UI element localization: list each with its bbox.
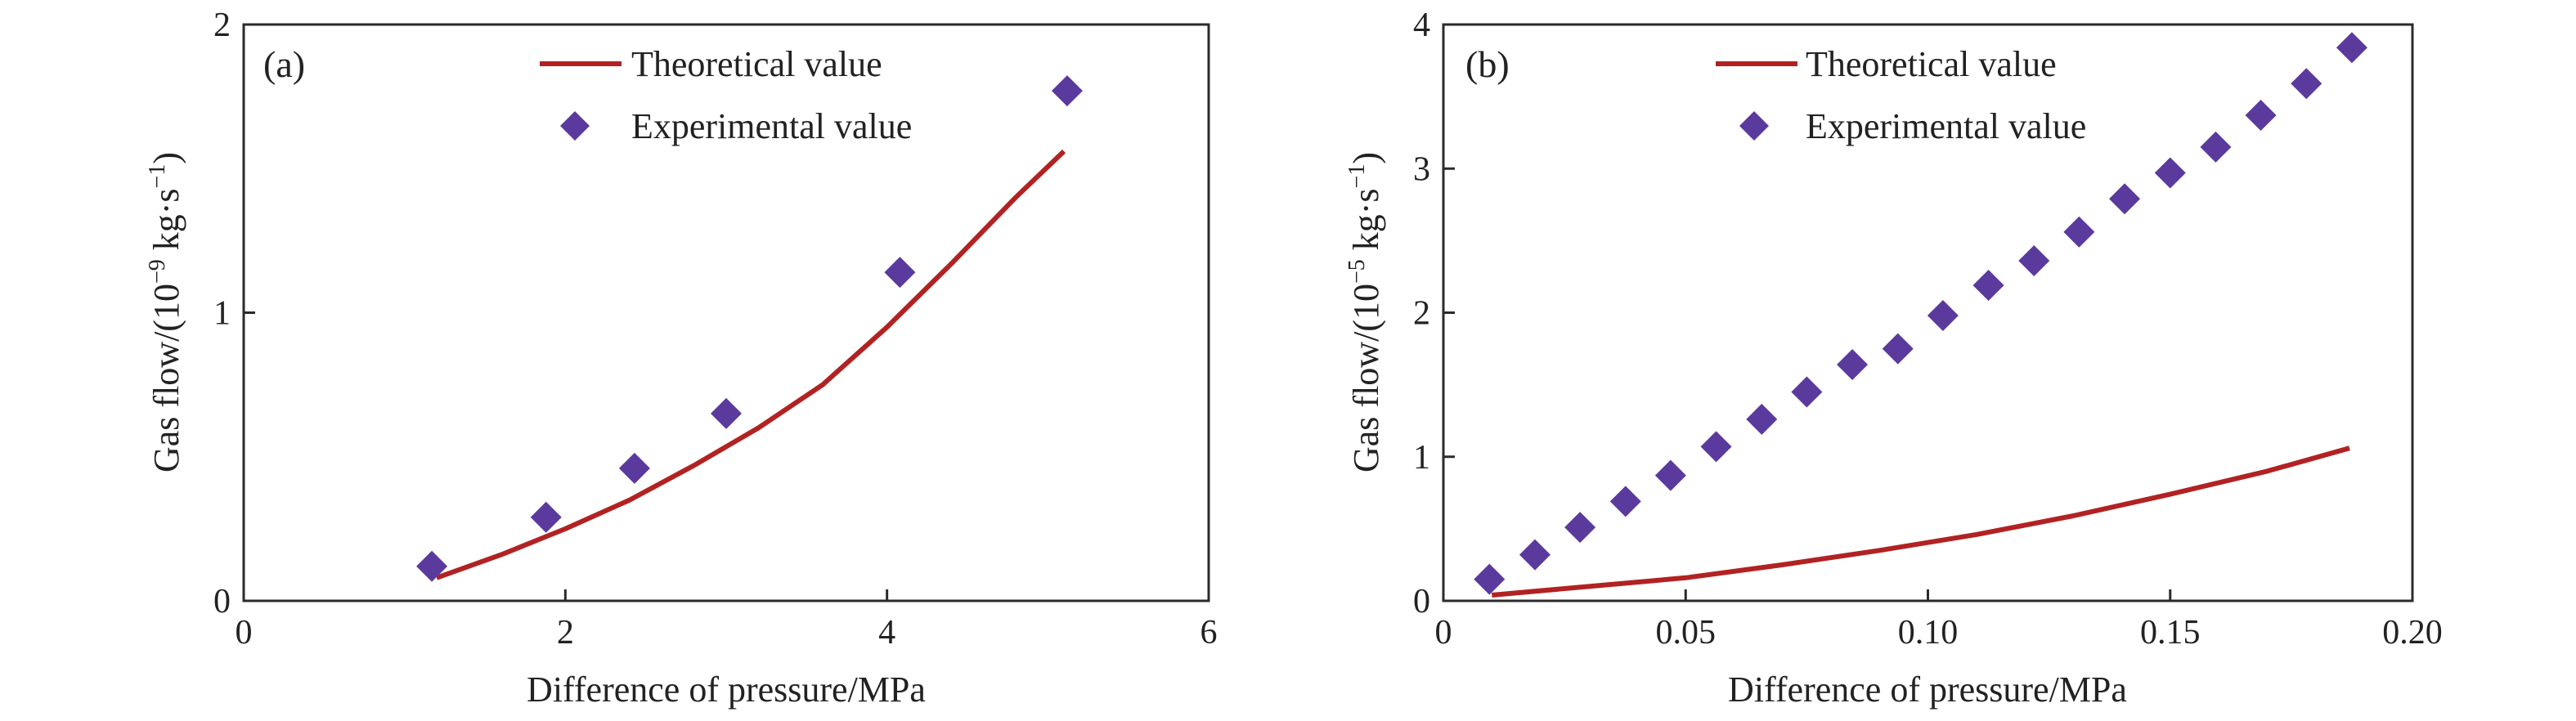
experimental-point — [2200, 131, 2232, 163]
y-tick-label: 1 — [213, 295, 231, 333]
experimental-point — [2154, 157, 2186, 189]
experimental-point — [1051, 75, 1083, 107]
tick-label-group: 0 2 4 6 0 1 2 — [213, 7, 1218, 652]
tick-group — [242, 23, 1210, 602]
legend-diamond-swatch — [1739, 111, 1769, 141]
y-title-unit-exponent: −1 — [145, 164, 170, 189]
chart-panel-a: 0 2 4 6 0 1 2 (a) Theoretical value Experiment… — [145, 7, 1218, 710]
experimental-point — [2109, 183, 2141, 215]
experimental-point — [1972, 270, 2004, 302]
experimental-point — [1519, 539, 1551, 571]
chart-panel-b: 0 0.05 0.10 0.15 0.20 0 1 2 3 4 (b) Theoretical v… — [1344, 7, 2443, 710]
x-tick-label: 0 — [236, 614, 253, 652]
x-tick-label: 4 — [878, 614, 895, 652]
experimental-point — [1791, 376, 1823, 408]
tick-label-group: 0 0.05 0.10 0.15 0.20 0 1 2 3 4 — [1413, 7, 2443, 652]
y-tick-label: 2 — [1413, 295, 1430, 333]
experimental-point — [1927, 300, 1959, 332]
y-title-unit: kg·s — [1346, 188, 1386, 259]
experimental-point — [1609, 486, 1641, 517]
experimental-point — [618, 452, 650, 484]
y-title-main: Gas flow/(10 — [1346, 284, 1386, 472]
y-title-close: ) — [1346, 152, 1386, 164]
x-tick-label: 0.05 — [1656, 614, 1717, 652]
experimental-point — [1700, 431, 1732, 463]
y-tick-label: 3 — [1413, 150, 1430, 188]
series-layer — [1474, 32, 2367, 598]
experimental-point — [530, 501, 562, 533]
y-title-exponent: −5 — [1344, 259, 1370, 284]
y-tick-label: 0 — [1413, 583, 1430, 620]
tick-group — [1442, 23, 2414, 602]
x-tick-label: 2 — [557, 614, 574, 652]
theoretical-line — [435, 149, 1066, 580]
experimental-point — [2063, 216, 2095, 248]
y-title-unit: kg·s — [146, 188, 186, 259]
y-tick-label: 2 — [213, 7, 231, 44]
panel-label: (a) — [263, 43, 305, 85]
x-tick-label: 0.15 — [2140, 614, 2201, 652]
theoretical-line — [1492, 446, 2350, 598]
experimental-point — [1654, 459, 1686, 491]
experimental-point — [1474, 563, 1506, 595]
y-title-close: ) — [146, 152, 186, 164]
experimental-point — [711, 397, 742, 429]
x-tick-label: 0.20 — [2382, 614, 2443, 652]
y-axis-title: Gas flow/(10−9 kg·s−1) — [145, 152, 186, 472]
experimental-point — [2336, 32, 2367, 64]
experimental-point — [1564, 512, 1596, 544]
y-axis-title: Gas flow/(10−5 kg·s−1) — [1344, 152, 1386, 472]
y-title-unit-exponent: −1 — [1344, 164, 1370, 189]
x-axis-title: Difference of pressure/MPa — [527, 670, 926, 710]
panel-label: (b) — [1465, 43, 1510, 85]
legend-label-experimental: Experimental value — [1806, 106, 2086, 146]
x-tick-label: 0 — [1435, 614, 1452, 652]
experimental-point — [2291, 68, 2322, 100]
legend-diamond-swatch — [560, 111, 590, 141]
experimental-point — [1882, 333, 1914, 365]
experimental-point — [1746, 403, 1778, 435]
y-tick-label: 1 — [1413, 439, 1430, 477]
x-tick-label: 0.10 — [1898, 614, 1959, 652]
experimental-point — [416, 550, 448, 582]
y-tick-label: 0 — [213, 583, 231, 620]
y-title-exponent: −9 — [145, 259, 170, 284]
y-title-main: Gas flow/(10 — [146, 284, 186, 472]
legend: Theoretical value Experimental value — [1716, 44, 2086, 146]
series-layer — [416, 75, 1083, 582]
x-axis-title: Difference of pressure/MPa — [1728, 670, 2127, 710]
y-tick-label: 4 — [1413, 7, 1430, 44]
legend-label-theoretical: Theoretical value — [631, 44, 882, 84]
legend: Theoretical value Experimental value — [540, 44, 912, 146]
experimental-point — [884, 257, 916, 289]
experimental-point — [2018, 245, 2050, 277]
legend-label-experimental: Experimental value — [631, 106, 912, 146]
experimental-point — [2245, 100, 2277, 132]
x-tick-label: 6 — [1200, 614, 1218, 652]
legend-label-theoretical: Theoretical value — [1806, 44, 2057, 84]
experimental-point — [1837, 348, 1869, 380]
